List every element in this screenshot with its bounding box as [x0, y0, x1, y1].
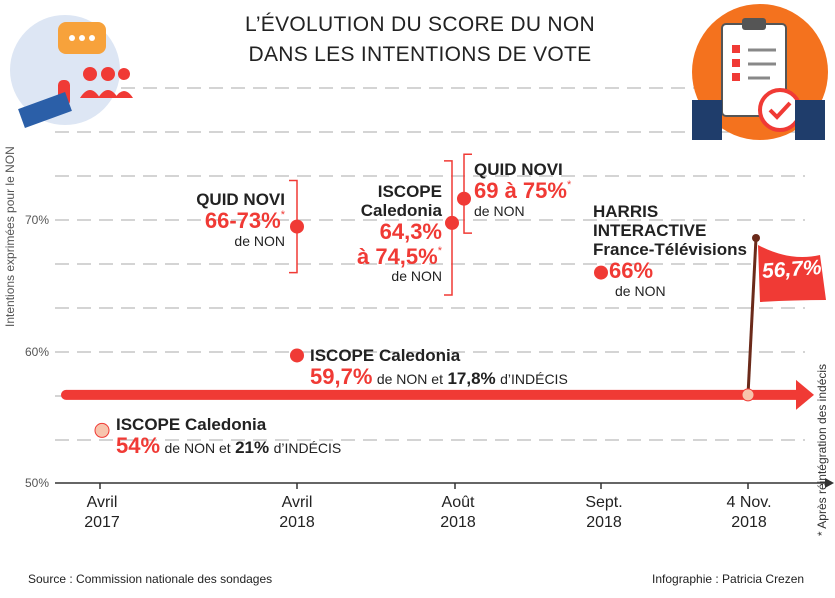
y-tick-50: 50% — [25, 476, 50, 490]
x-tick-line2: 2018 — [731, 514, 767, 531]
label-harris: HARRIS INTERACTIVE France-Télévisions 66… — [593, 202, 747, 299]
data-point — [94, 422, 110, 438]
x-tick-line2: 2017 — [84, 514, 120, 531]
text: d’INDÉCIS — [500, 371, 568, 388]
footnote: * Après réintégration des indécis — [815, 363, 829, 537]
asterisk: * — [280, 209, 285, 222]
x-tick-line1: Août — [441, 494, 475, 511]
result-arrow-head — [796, 379, 814, 410]
pollster: INTERACTIVE — [593, 221, 707, 241]
label-quidnovi-apr2018: QUID NOVI 66-73%* de NON — [160, 190, 285, 249]
result-point — [741, 388, 755, 402]
x-tick-line2: 2018 — [586, 514, 622, 531]
text: de NON et — [376, 371, 443, 388]
asterisk: * — [437, 244, 442, 257]
value: 66% — [609, 258, 654, 284]
text: de NON — [474, 202, 525, 219]
undecided: 21% — [235, 438, 270, 458]
value: 64,3% — [379, 219, 442, 245]
chart-title: L’ÉVOLUTION DU SCORE DU NON DANS LES INT… — [170, 10, 670, 70]
x-tick-line2: 2018 — [279, 514, 315, 531]
y-axis-label: Intentions exprimées pour le NON — [3, 146, 17, 327]
x-tick-line1: Sept. — [585, 494, 623, 511]
value: 54% — [116, 433, 161, 459]
flag-icon — [758, 245, 826, 302]
title-line-1: L’ÉVOLUTION DU SCORE DU NON — [245, 13, 595, 36]
pollster: QUID NOVI — [474, 160, 563, 179]
x-tick-line2: 2018 — [440, 514, 476, 531]
text: de NON — [234, 232, 285, 249]
value: 66-73% — [204, 208, 281, 234]
x-tick-line1: Avril — [86, 494, 118, 511]
source: Source : Commission nationale des sondag… — [28, 572, 273, 586]
pollster: QUID NOVI — [196, 190, 285, 209]
undecided: 17,8% — [447, 369, 496, 389]
value: à 74,5% — [356, 243, 438, 269]
pollster: France-Télévisions — [593, 240, 748, 260]
data-point — [290, 348, 304, 363]
value: 69 à 75% — [474, 178, 567, 204]
x-tick: Avril 2018 — [257, 493, 337, 533]
flag-result-label: 56,7% — [761, 255, 823, 284]
credit: Infographie : Patricia Crezen — [652, 572, 805, 586]
pollster: ISCOPE Caledonia — [116, 415, 267, 434]
flag-pole — [746, 237, 758, 395]
pollster: Caledonia — [360, 201, 442, 221]
data-point — [445, 215, 459, 230]
data-point — [594, 265, 608, 280]
pollster: ISCOPE Caledonia — [310, 346, 461, 365]
text: de NON — [615, 282, 666, 299]
x-tick: Avril 2017 — [62, 493, 142, 533]
x-tick: Août 2018 — [418, 493, 498, 533]
clipboard-checklist-icon — [692, 4, 828, 140]
text: de NON et — [164, 440, 231, 457]
label-quidnovi-aug2018: QUID NOVI 69 à 75%* de NON — [474, 160, 571, 219]
label-iscope-apr2018: ISCOPE Caledonia 59,7% de NON et 17,8% d… — [310, 346, 568, 390]
value: 59,7% — [310, 364, 373, 390]
title-line-2: DANS LES INTENTIONS DE VOTE — [248, 43, 592, 66]
asterisk: * — [566, 179, 572, 192]
speech-bubble-interview-icon — [10, 15, 133, 128]
label-iscope-2017: ISCOPE Caledonia 54% de NON et 21% d’IND… — [116, 415, 341, 459]
x-tick: 4 Nov. 2018 — [709, 493, 789, 533]
x-axis-arrow — [825, 478, 834, 488]
pollster: ISCOPE — [377, 182, 442, 201]
label-iscope-aug2018: ISCOPE Caledonia 64,3% à 74,5%* de NON — [320, 182, 442, 285]
text: d’INDÉCIS — [273, 440, 342, 457]
y-tick-60: 60% — [25, 345, 50, 359]
data-point — [290, 219, 304, 234]
text: de NON — [391, 268, 442, 285]
flag-pole-top — [752, 234, 760, 242]
x-tick-line1: Avril — [281, 494, 313, 511]
pollster: HARRIS — [593, 202, 659, 221]
y-tick-70: 70% — [25, 213, 50, 227]
x-tick-line1: 4 Nov. — [726, 494, 772, 511]
x-tick: Sept. 2018 — [564, 493, 644, 533]
data-point — [457, 191, 471, 206]
